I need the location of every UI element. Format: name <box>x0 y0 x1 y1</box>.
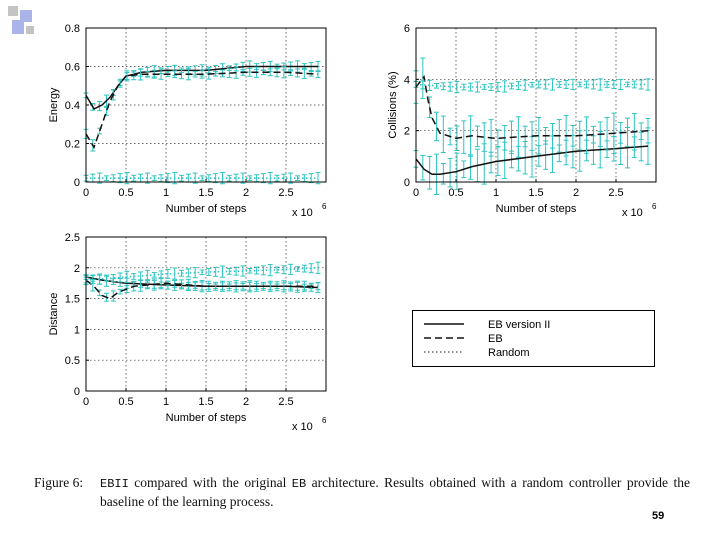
collisions-series-layer <box>413 57 651 195</box>
caption-text-2: architecture. Results obtained with a ra… <box>100 475 690 509</box>
collisions-chart: 0 0.5 1 1.5 2 2.5 0 2 4 6 Collisions (%) Number o… <box>387 23 657 219</box>
distance-xtick-label: 1.5 <box>198 396 213 408</box>
distance-xtick-label: 0.5 <box>118 396 133 408</box>
energy-grid <box>86 28 326 182</box>
collisions-ticks: 0 0.5 1 1.5 2 2.5 0 2 4 6 <box>404 23 624 199</box>
distance-x-exponent: 6 <box>322 416 327 425</box>
collisions-x-exponent: 6 <box>652 202 657 211</box>
caption-eb: EB <box>291 477 307 491</box>
collisions-ytick-label: 6 <box>404 23 410 35</box>
distance-ylabel: Distance <box>48 293 60 336</box>
energy-ylabel: Energy <box>48 87 60 122</box>
collisions-series-random <box>415 83 648 88</box>
caption-label: Figure 6: <box>34 475 84 490</box>
collisions-ylabel: Collisions (%) <box>387 71 399 138</box>
distance-ytick-label: 1.5 <box>65 294 80 306</box>
distance-ticks: 0 0.5 1 1.5 2 2.5 0 0.5 1 1.5 2 2.5 <box>65 232 294 408</box>
distance-xtick-label: 0 <box>83 396 89 408</box>
distance-ytick-label: 1 <box>74 324 80 336</box>
collisions-xlabel: Number of steps <box>496 203 577 215</box>
energy-ytick-label: 0 <box>74 177 80 189</box>
distance-series-random <box>85 267 319 281</box>
distance-xlabel: Number of steps <box>166 412 247 424</box>
legend-label-ebii: EB version II <box>488 319 550 331</box>
energy-xtick-label: 0 <box>83 187 89 199</box>
deco-square-2 <box>20 10 32 22</box>
distance-ytick-label: 2 <box>74 263 80 275</box>
energy-ytick-label: 0.4 <box>65 100 80 112</box>
collisions-xtick-label: 0.5 <box>448 187 463 199</box>
slide-decoration <box>8 6 34 34</box>
distance-xtick-label: 2.5 <box>278 396 293 408</box>
deco-square-1 <box>8 6 18 16</box>
legend: EB version II EB Random <box>412 310 655 367</box>
distance-xtick-label: 2 <box>243 396 249 408</box>
energy-ytick-label: 0.2 <box>65 139 80 151</box>
figure-caption: Figure 6: EBII compared with the original… <box>34 474 694 511</box>
energy-ytick-label: 0.8 <box>65 23 80 35</box>
distance-ytick-label: 2.5 <box>65 232 80 244</box>
deco-square-4 <box>26 26 34 34</box>
collisions-xtick-label: 2.5 <box>608 187 623 199</box>
collisions-xtick-label: 1 <box>493 187 499 199</box>
collisions-ytick-label: 2 <box>404 126 410 138</box>
distance-grid <box>86 237 326 391</box>
deco-square-3 <box>12 20 24 34</box>
caption-body: EBII compared with the original EB archi… <box>100 474 690 511</box>
energy-xtick-label: 0.5 <box>118 187 133 199</box>
distance-series-eb <box>85 279 318 300</box>
distance-series-layer <box>83 261 321 302</box>
energy-xlabel: Number of steps <box>166 203 247 215</box>
legend-label-random: Random <box>488 347 530 359</box>
energy-xtick-label: 1.5 <box>198 187 213 199</box>
caption-text-1: compared with the original <box>128 475 292 490</box>
energy-series-layer <box>83 60 321 185</box>
energy-xtick-label: 2 <box>243 187 249 199</box>
distance-x-multiplier: x 10 <box>292 421 313 433</box>
distance-ytick-label: 0 <box>74 386 80 398</box>
collisions-ytick-label: 0 <box>404 177 410 189</box>
distance-chart: 0 0.5 1 1.5 2 2.5 0 0.5 1 1.5 2 2.5 Distance Number… <box>48 232 327 433</box>
collisions-x-multiplier: x 10 <box>622 207 643 219</box>
collisions-xtick-label: 1.5 <box>528 187 543 199</box>
collisions-xtick-label: 0 <box>413 187 419 199</box>
collisions-ytick-label: 4 <box>404 74 410 86</box>
energy-xtick-label: 1 <box>163 187 169 199</box>
energy-ticks: 0 0.5 1 1.5 2 2.5 0 0.2 0.4 0.6 0.8 <box>65 23 294 199</box>
legend-label-eb: EB <box>488 333 503 345</box>
distance-ytick-label: 0.5 <box>65 355 80 367</box>
energy-series-eb <box>85 71 319 150</box>
energy-x-exponent: 6 <box>322 202 327 211</box>
caption-ebii: EBII <box>100 477 129 491</box>
distance-xtick-label: 1 <box>163 396 169 408</box>
energy-xtick-label: 2.5 <box>278 187 293 199</box>
page-number: 59 <box>652 510 665 522</box>
collisions-series-eb-version-ii <box>415 145 649 176</box>
collisions-xtick-label: 2 <box>573 187 579 199</box>
energy-chart: 0 0.5 1 1.5 2 2.5 0 0.2 0.4 0.6 0.8 Energy Number … <box>48 23 327 219</box>
energy-ytick-label: 0.6 <box>65 62 80 74</box>
energy-x-multiplier: x 10 <box>292 207 313 219</box>
